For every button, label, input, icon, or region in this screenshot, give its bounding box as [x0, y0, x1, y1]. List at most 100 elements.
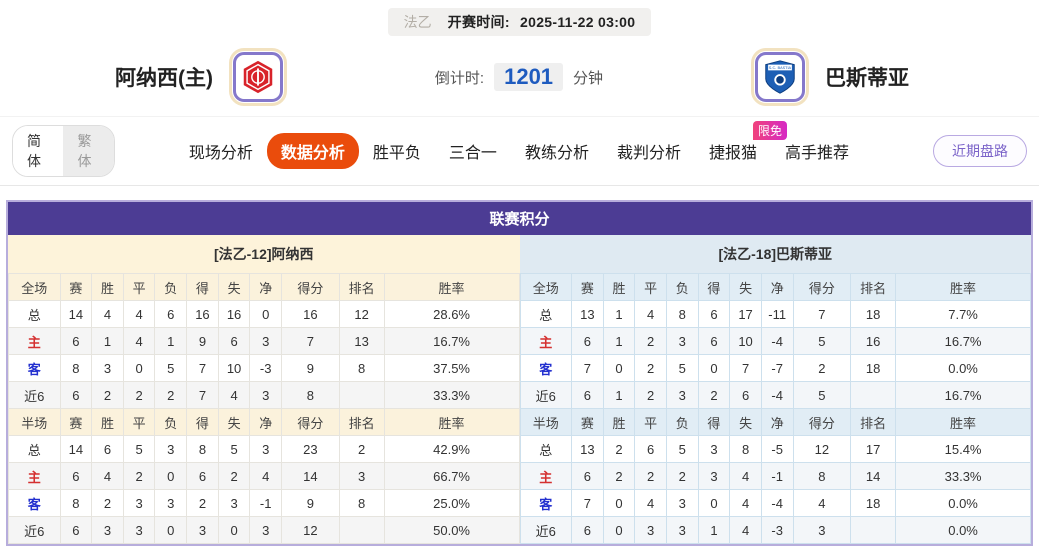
tab-4[interactable]: 三合一	[435, 133, 511, 169]
stat-cell: -4	[760, 489, 794, 517]
stat-cell: 4	[122, 327, 156, 355]
tab-7[interactable]: 捷报猫 限免	[695, 121, 787, 169]
stat-cell: 6	[91, 435, 124, 463]
row-label: 主	[519, 327, 573, 355]
stat-cell: 8	[792, 462, 852, 490]
column-header: 赛	[59, 408, 93, 436]
stat-cell: 3	[665, 381, 699, 409]
stat-cell: 4	[729, 462, 762, 490]
stat-cell: 37.5%	[383, 354, 520, 382]
stat-cell: 16.7%	[895, 327, 1031, 355]
stat-cell: 33.3%	[895, 462, 1031, 490]
column-header: 净	[760, 273, 794, 301]
stat-cell: 5	[665, 435, 699, 463]
column-header: 得分	[281, 273, 340, 301]
recent-odds-button[interactable]: 近期盘路	[933, 135, 1027, 167]
stat-cell: 6	[634, 435, 667, 463]
stat-cell: 16	[217, 300, 251, 328]
stat-cell: 0	[154, 516, 188, 544]
stat-cell: 9	[186, 327, 219, 355]
stat-cell: 14	[850, 462, 897, 490]
column-header: 净	[249, 408, 283, 436]
stat-cell: 8	[338, 489, 385, 517]
stat-cell: 7	[186, 381, 219, 409]
stat-cell: 3	[249, 435, 283, 463]
stat-cell: 2	[122, 381, 156, 409]
stat-cell: 3	[122, 489, 156, 517]
stat-cell: -3	[249, 354, 283, 382]
row-label: 近6	[8, 381, 61, 409]
stat-cell: 14	[281, 462, 340, 490]
column-header: 胜率	[895, 408, 1031, 436]
stats-row: 客 8 2 3 3 2 3 -1 9 8 25.0%	[8, 489, 520, 517]
column-header: 胜率	[895, 273, 1031, 301]
stat-cell: 28.6%	[383, 300, 520, 328]
stat-cell: 13	[571, 435, 604, 463]
stat-cell: 3	[154, 489, 188, 517]
stat-cell: 4	[122, 300, 156, 328]
row-label: 总	[519, 435, 573, 463]
stat-cell: 2	[665, 462, 699, 490]
stat-cell: 6	[571, 462, 604, 490]
stat-cell: 3	[249, 516, 283, 544]
tab-label: 裁判分析	[616, 145, 681, 162]
column-header: 排名	[850, 408, 897, 436]
stat-cell: 6	[59, 381, 93, 409]
column-header: 胜	[91, 408, 124, 436]
tab-8[interactable]: 高手推荐	[771, 133, 863, 169]
stat-cell	[850, 381, 897, 409]
column-header: 净	[760, 408, 794, 436]
stat-cell: 2	[602, 435, 636, 463]
column-header: 得	[186, 408, 219, 436]
stat-cell: 12	[338, 300, 385, 328]
stat-cell: 2	[217, 462, 251, 490]
stat-cell: 2	[634, 327, 667, 355]
stat-cell: 0.0%	[895, 489, 1031, 517]
row-label: 主	[8, 327, 61, 355]
row-label: 主	[8, 462, 61, 490]
lang-traditional-button[interactable]: 繁体	[63, 126, 114, 176]
row-label: 总	[8, 435, 61, 463]
stat-cell: 9	[281, 489, 340, 517]
column-header: 半场	[519, 408, 573, 436]
team-subheaders: [法乙-12]阿纳西 [法乙-18]巴斯蒂亚	[8, 235, 1031, 273]
stat-cell: 6	[59, 516, 93, 544]
topbar: 法乙 开赛时间: 2025-11-22 03:00	[0, 0, 1039, 36]
tab-label: 数据分析	[280, 145, 345, 162]
stat-cell: 3	[154, 435, 188, 463]
stat-cell: 33.3%	[383, 381, 520, 409]
column-header: 得分	[792, 273, 852, 301]
stat-cell: -1	[249, 489, 283, 517]
stat-cell: 5	[217, 435, 251, 463]
tab-6[interactable]: 裁判分析	[603, 133, 695, 169]
column-header: 失	[217, 408, 251, 436]
column-header: 排名	[338, 273, 385, 301]
kickoff-time: 开赛时间: 2025-11-22 03:00	[446, 8, 652, 36]
tab-1[interactable]: 现场分析	[175, 133, 267, 169]
stat-cell: 0	[602, 354, 636, 382]
tab-5[interactable]: 教练分析	[511, 133, 603, 169]
tab-3[interactable]: 胜平负	[359, 133, 435, 169]
stat-cell: 1	[602, 327, 636, 355]
column-header: 得	[186, 273, 219, 301]
stat-cell: 0	[122, 354, 156, 382]
bastia-crest-icon: S.C. BASTIA	[750, 48, 809, 106]
row-label: 客	[519, 489, 573, 517]
stat-cell: 5	[154, 354, 188, 382]
tab-2[interactable]: 数据分析	[266, 133, 359, 169]
stat-cell: 8	[665, 300, 699, 328]
column-header: 平	[634, 273, 667, 301]
stat-cell: 4	[729, 516, 762, 544]
stat-cell: -11	[760, 300, 794, 328]
stat-cell: 9	[281, 354, 340, 382]
stat-cell: 0	[697, 354, 731, 382]
nav-bar: 简体 繁体 现场分析 数据分析 胜平负 三合一 教练分析 裁判分析 捷报猫 限免 高手推荐 近期…	[0, 116, 1039, 186]
column-header: 赛	[571, 273, 604, 301]
stat-cell: 3	[249, 381, 283, 409]
lang-simplified-button[interactable]: 简体	[13, 126, 64, 176]
stat-cell: 0	[154, 462, 188, 490]
stat-cell: 7.7%	[895, 300, 1031, 328]
stats-row: 主 6 2 2 2 3 4 -1 8 14 33.3%	[519, 462, 1031, 490]
match-header: 阿纳西(主) 倒计时: 1201 分钟 S.C. BASTIA	[0, 36, 1039, 116]
column-header: 排名	[850, 273, 897, 301]
